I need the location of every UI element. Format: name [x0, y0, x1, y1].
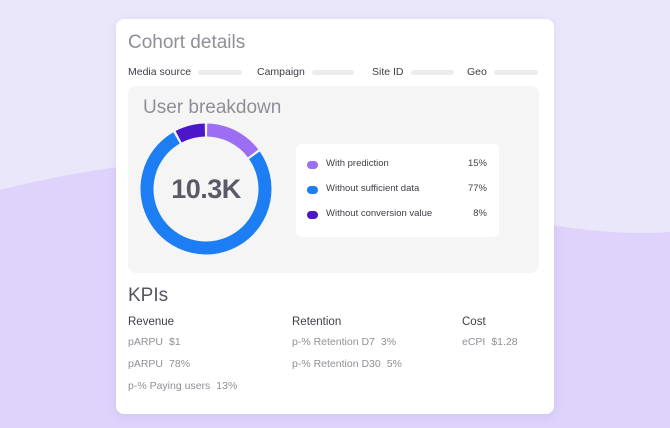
legend-item-without-conversion-value: Without conversion value 8% [307, 208, 487, 222]
filter-campaign[interactable]: Campaign [257, 65, 354, 79]
card-title: Cohort details [128, 32, 246, 53]
filter-geo[interactable]: Geo [467, 65, 538, 79]
filter-value-placeholder [410, 69, 454, 75]
kpi-item: p-% Retention D7 3% [292, 336, 402, 350]
legend-percent: 77% [467, 183, 487, 194]
kpi-label: pARPU [128, 358, 164, 370]
breakdown-legend: With prediction 15% Without sufficient d… [296, 144, 499, 237]
filter-label: Site ID [372, 66, 404, 78]
kpi-item: eCPI $1.28 [462, 336, 518, 350]
kpi-label: p-% Retention D7 [292, 336, 375, 348]
kpi-value: 3% [380, 336, 397, 348]
donut-segment-with-prediction [206, 123, 259, 158]
filter-label: Campaign [257, 66, 305, 78]
kpi-column-heading: Revenue [128, 316, 175, 328]
kpi-column-heading: Cost [462, 316, 486, 328]
kpi-label: p-% Paying users [128, 380, 211, 392]
filter-label: Media source [128, 66, 192, 78]
filter-value-placeholder [493, 69, 538, 75]
kpi-value: 5% [386, 358, 402, 370]
donut-segment-without-conversion-value [175, 123, 206, 143]
legend-item-without-sufficient-data: Without sufficient data 77% [307, 183, 487, 197]
donut-segment-without-sufficient-data [140, 132, 272, 255]
user-breakdown-donut [140, 123, 272, 255]
kpi-value: $1.28 [491, 336, 518, 348]
kpi-column-heading: Retention [292, 316, 342, 328]
legend-label: Without conversion value [326, 208, 433, 219]
filter-bar: Media source Campaign Site ID Geo [128, 65, 538, 79]
filter-value-placeholder [198, 69, 243, 75]
legend-label: Without sufficient data [326, 183, 420, 194]
kpi-column-retention: Retention p-% Retention D7 3% p-% Retenti… [292, 316, 402, 380]
kpis-title: KPIs [128, 285, 169, 306]
kpi-label: eCPI [462, 336, 486, 348]
legend-label: With prediction [326, 158, 389, 169]
kpi-item: p-% Paying users 13% [128, 380, 237, 394]
legend-percent: 15% [467, 158, 487, 169]
legend-dot-with-prediction [307, 161, 318, 169]
kpi-label: p-% Retention D30 [292, 358, 381, 370]
kpi-item: pARPU $1 [128, 336, 237, 350]
kpi-value: 78% [169, 358, 191, 370]
kpi-value: $1 [169, 336, 181, 348]
filter-media-source[interactable]: Media source [128, 65, 243, 79]
cohort-details-card: Cohort details Media source Campaign Sit… [116, 19, 554, 414]
total-users-value: 10.3K [171, 173, 241, 204]
kpi-value: 13% [216, 380, 238, 392]
filter-value-placeholder [311, 69, 354, 75]
legend-dot-without-conversion-value [307, 211, 318, 219]
filter-site-id[interactable]: Site ID [372, 65, 454, 79]
kpi-item: pARPU 78% [128, 358, 237, 372]
kpi-label: pARPU [128, 336, 164, 348]
kpi-item: p-% Retention D30 5% [292, 358, 402, 372]
user-breakdown-title: User breakdown [143, 97, 282, 118]
legend-percent: 8% [473, 208, 487, 219]
legend-item-with-prediction: With prediction 15% [307, 158, 487, 172]
kpi-column-cost: Cost eCPI $1.28 [462, 316, 518, 358]
kpi-column-revenue: Revenue pARPU $1 pARPU 78% p-% Paying user… [128, 316, 237, 402]
user-breakdown-panel: User breakdown 10.3K With prediction 15%… [128, 86, 539, 273]
filter-label: Geo [467, 66, 487, 78]
legend-dot-without-sufficient-data [307, 186, 318, 194]
